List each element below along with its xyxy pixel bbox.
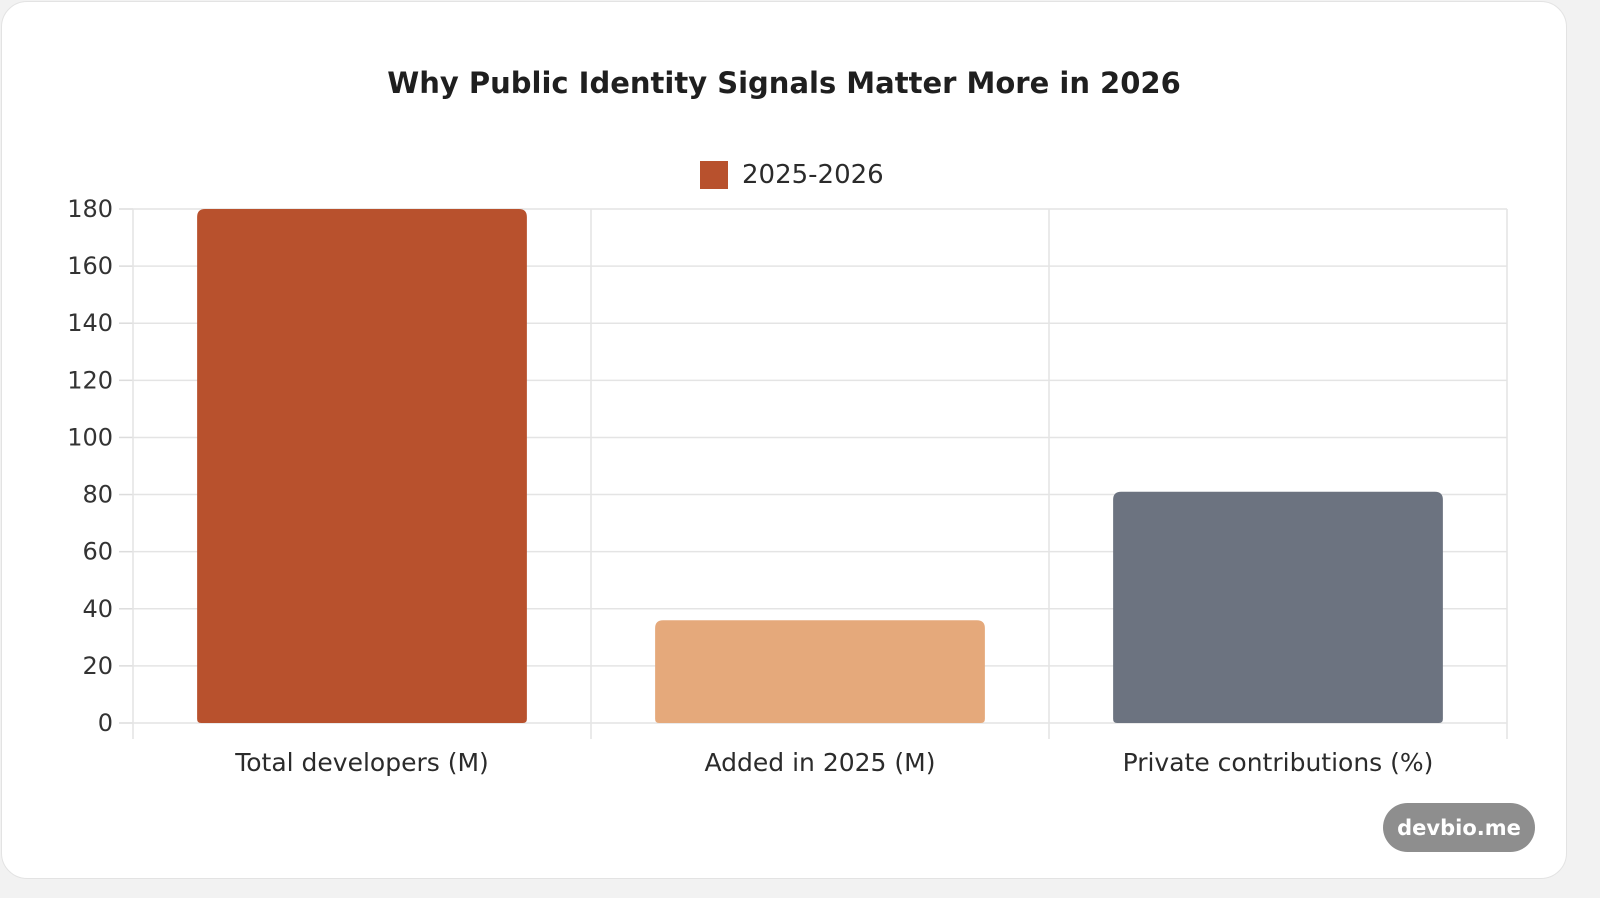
y-tick-label: 140 <box>67 309 113 337</box>
bar-2 <box>655 620 985 723</box>
y-tick-label: 180 <box>67 195 113 223</box>
legend-swatch <box>700 161 728 189</box>
legend-label: 2025-2026 <box>742 160 884 190</box>
y-tick-label: 20 <box>82 652 113 680</box>
x-category-label: Total developers (M) <box>234 748 489 777</box>
x-category-label: Added in 2025 (M) <box>705 748 936 777</box>
watermark-badge[interactable]: devbio.me <box>1383 803 1535 852</box>
x-category-label: Private contributions (%) <box>1123 748 1434 777</box>
y-tick-label: 60 <box>82 538 113 566</box>
y-tick-label: 160 <box>67 252 113 280</box>
y-tick-label: 80 <box>82 481 113 509</box>
chart-legend[interactable]: 2025-2026 <box>700 158 884 192</box>
y-tick-label: 0 <box>98 709 113 737</box>
y-tick-label: 100 <box>67 423 113 451</box>
bar-1 <box>197 209 527 723</box>
bar-chart: 0 20 40 60 80 100 120 140 160 180 Total developers… <box>67 195 1508 777</box>
chart-card: Why Public Identity Signals Matter More … <box>1 1 1567 879</box>
bar-3 <box>1113 491 1443 723</box>
y-tick-label: 120 <box>67 366 113 394</box>
y-tick-label: 40 <box>82 595 113 623</box>
chart-title: Why Public Identity Signals Matter More … <box>387 66 1181 100</box>
